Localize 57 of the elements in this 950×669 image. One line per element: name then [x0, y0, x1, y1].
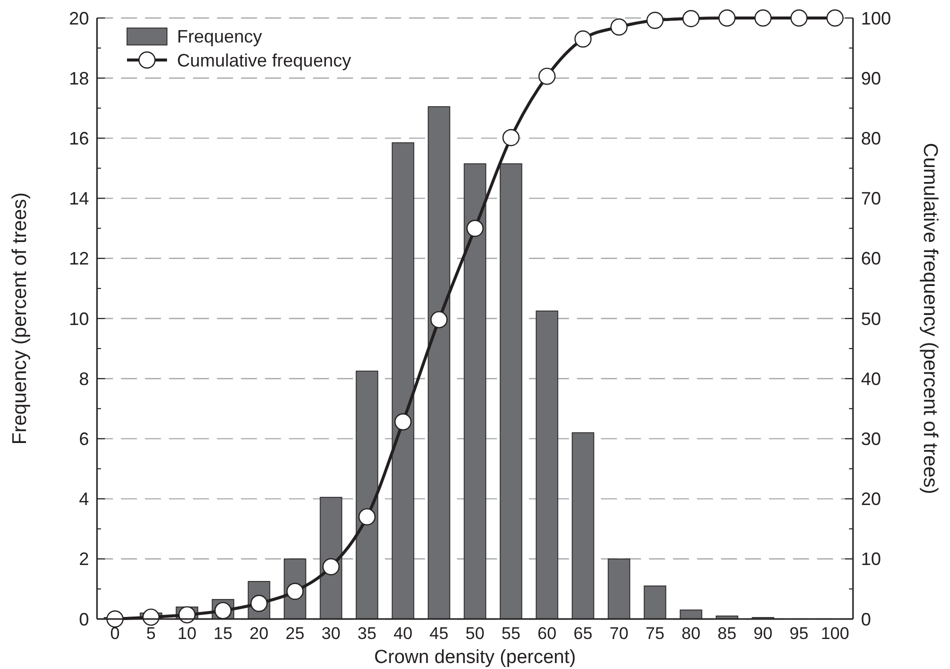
y2-tick-label: 60	[861, 248, 882, 269]
x-tick-label: 55	[502, 624, 520, 643]
x-tick-label: 45	[430, 624, 448, 643]
y-tick-label: 2	[78, 549, 89, 570]
x-tick-label: 40	[394, 624, 412, 643]
point	[466, 220, 484, 237]
y-tick-label: 10	[68, 308, 89, 329]
y-tick-label: 12	[68, 248, 89, 269]
point	[394, 413, 412, 430]
y-tick-label: 0	[78, 609, 89, 630]
x-tick-label: 0	[110, 624, 120, 643]
point	[178, 606, 196, 624]
x-tick-label: 30	[322, 624, 340, 643]
y-tick-label: 6	[78, 429, 89, 449]
y-tick-label: 20	[68, 8, 89, 28]
point	[322, 558, 340, 576]
x-tick-label: 15	[214, 624, 232, 643]
x-tick-label: 10	[178, 624, 196, 643]
x-tick-label: 65	[574, 624, 592, 643]
x-tick-label: 90	[754, 624, 772, 643]
point	[646, 12, 664, 30]
x-tick-label: 50	[466, 624, 484, 643]
y2-tick-label: 80	[861, 128, 882, 148]
y2-tick-label: 50	[861, 308, 882, 329]
x-tick-label: 35	[358, 624, 376, 643]
x-tick-label: 70	[610, 624, 628, 643]
y2-tick-label: 30	[861, 429, 882, 449]
legend-label: Frequency	[177, 26, 262, 46]
point	[358, 508, 376, 526]
x-tick-label: 95	[790, 624, 808, 643]
x-tick-label: 85	[718, 624, 736, 643]
y2-tick-label: 10	[861, 549, 882, 570]
point	[538, 68, 556, 85]
y-tick-label: 14	[68, 188, 89, 209]
x-tick-label: 80	[682, 624, 700, 643]
y-tick-label: 4	[78, 489, 89, 510]
y-tick-label: 16	[68, 128, 89, 148]
x-tick-label: 25	[286, 624, 304, 643]
y2-tick-label: 0	[861, 609, 872, 630]
y-tick-label: 18	[68, 68, 89, 88]
x-tick-label: 100	[820, 624, 850, 643]
y2-axis-title: Cumulative frequency (percent of trees)	[919, 142, 941, 494]
point	[502, 129, 520, 146]
y-tick-label: 8	[78, 368, 89, 389]
legend-label: Cumulative frequency	[177, 50, 352, 70]
x-axis-title: Crown density (percent)	[374, 647, 576, 668]
y2-tick-label: 90	[861, 68, 882, 88]
y2-tick-label: 40	[861, 368, 882, 389]
x-tick-label: 20	[250, 624, 268, 643]
x-tick-label: 60	[538, 624, 556, 643]
y2-tick-label: 70	[861, 188, 882, 209]
y-axis-title: Frequency (percent of trees)	[9, 192, 31, 445]
x-tick-label: 75	[646, 624, 664, 643]
y2-tick-label: 20	[861, 489, 882, 510]
x-tick-label: 5	[146, 624, 156, 643]
point	[430, 311, 448, 328]
y2-tick-label: 100	[861, 8, 892, 28]
